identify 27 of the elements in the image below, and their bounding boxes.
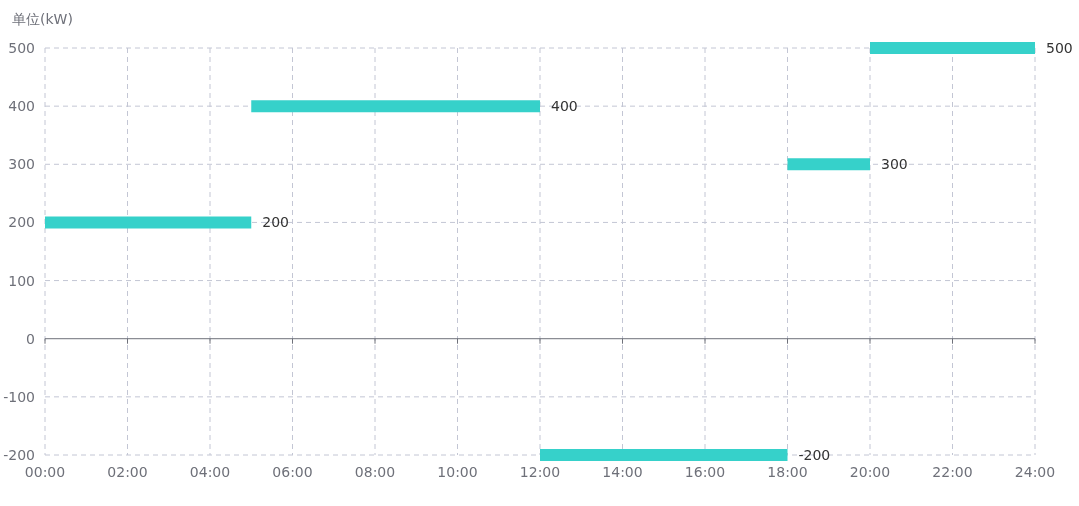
- x-tick-label: 04:00: [189, 464, 231, 480]
- data-label: 400: [551, 98, 578, 115]
- y-tick-label: 500: [8, 40, 35, 56]
- x-tick-label: 02:00: [107, 464, 148, 480]
- y-tick-label: -100: [3, 388, 35, 405]
- y-axis-title: 单位(kW): [12, 11, 73, 27]
- data-label: 200: [262, 214, 289, 231]
- y-tick-label: 0: [26, 330, 35, 347]
- data-label: 500: [1046, 40, 1073, 56]
- y-tick-label: 100: [8, 272, 35, 289]
- data-label: -200: [798, 447, 831, 463]
- x-tick-label: 10:00: [437, 464, 478, 480]
- y-tick-label: 200: [8, 214, 35, 231]
- y-tick-label: 400: [8, 98, 35, 115]
- x-tick-label: 14:00: [602, 464, 643, 480]
- x-tick-label: 22:00: [932, 464, 973, 480]
- x-tick-label: 08:00: [354, 464, 396, 480]
- data-label: 300: [881, 156, 908, 173]
- x-tick-label: 12:00: [519, 464, 561, 480]
- x-tick-label: 20:00: [849, 464, 891, 480]
- y-tick-label: -200: [3, 447, 35, 463]
- x-tick-label: 06:00: [272, 464, 313, 480]
- x-tick-label: 16:00: [684, 464, 726, 480]
- y-tick-label: 300: [8, 156, 35, 173]
- x-tick-label: 00:00: [24, 464, 66, 480]
- x-tick-label: 24:00: [1014, 464, 1056, 480]
- x-tick-label: 18:00: [767, 464, 808, 480]
